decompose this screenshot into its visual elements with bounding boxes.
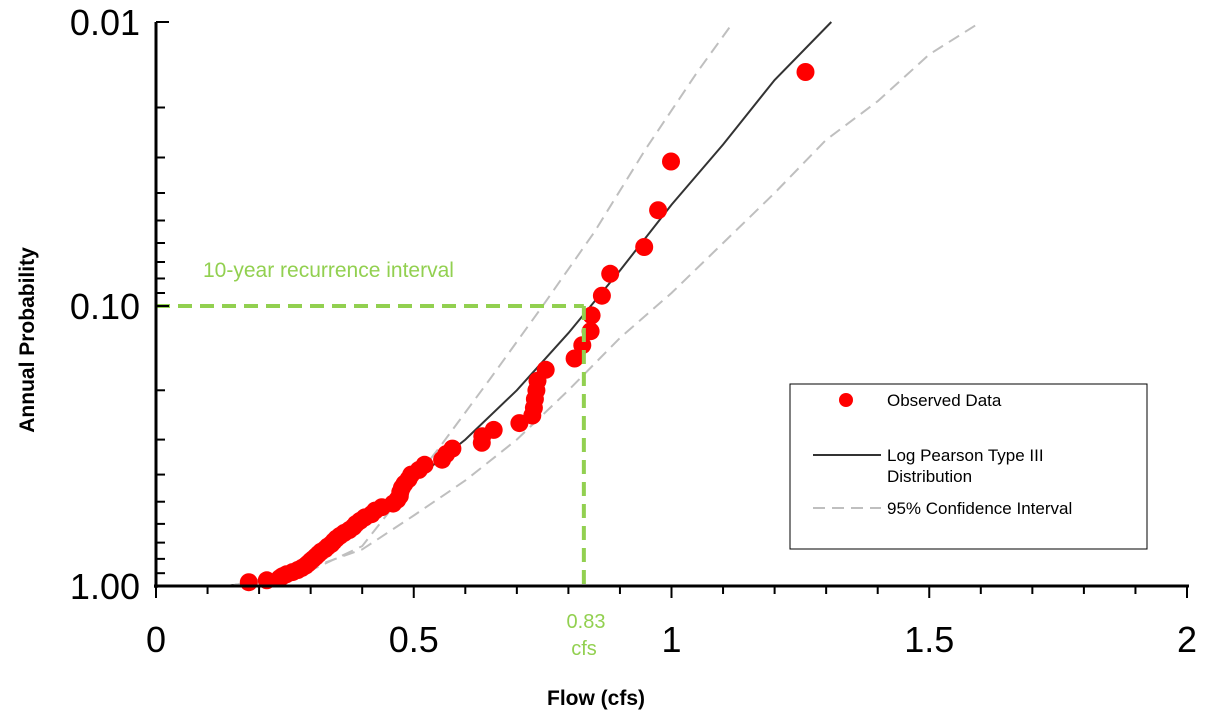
legend-fit-label-line2: Distribution [887,467,972,486]
legend-box [789,383,1148,550]
observed-point [592,286,611,305]
legend-ci-label: 95% Confidence Interval [887,499,1072,518]
observed-point [510,414,529,433]
observed-point [582,306,601,325]
axis-layer: 0 0.5 1 1.5 2 0.01 0.10 1.00 [70,2,1197,660]
observed-point [581,322,600,341]
x-tick-label: 0 [146,619,166,660]
flow-unit-label: cfs [571,638,597,660]
x-tick-label: 0.5 [389,619,439,660]
x-tick-label: 2 [1177,619,1197,660]
observed-point [565,349,584,368]
observed-point [472,433,491,452]
observed-point [635,238,654,256]
observed-point [433,450,452,469]
observed-point [239,573,258,592]
observed-point [796,63,815,81]
observed-point [601,264,620,283]
legend-observed-marker [839,393,853,407]
observed-point [649,201,668,220]
observed-point [662,152,680,171]
legend-fit-label-line1: Log Pearson Type III [887,446,1044,465]
legend-observed-label: Observed Data [887,391,1002,410]
x-axis-title: Flow (cfs) [547,687,645,710]
recurrence-interval-label: 10-year recurrence interval [203,259,454,282]
x-tick-label: 1 [661,619,681,660]
y-axis-title: Annual Probability [16,247,39,433]
confidence-line-3 [233,21,982,587]
x-tick-label: 1.5 [904,619,954,660]
y-tick-label: 0.01 [70,2,140,43]
annotation-layer [156,304,586,586]
y-tick-label: 0.10 [70,286,140,327]
legend-fit-label: Log Pearson Type III Distribution [887,446,1044,486]
legend: Observed Data Log Pearson Type III Distri… [789,383,1148,550]
observed-point [573,336,592,355]
series-layer [230,21,982,592]
confidence-line-2 [233,21,735,587]
y-tick-label: 1.00 [70,566,140,607]
flow-value-label: 0.83 [567,611,606,633]
